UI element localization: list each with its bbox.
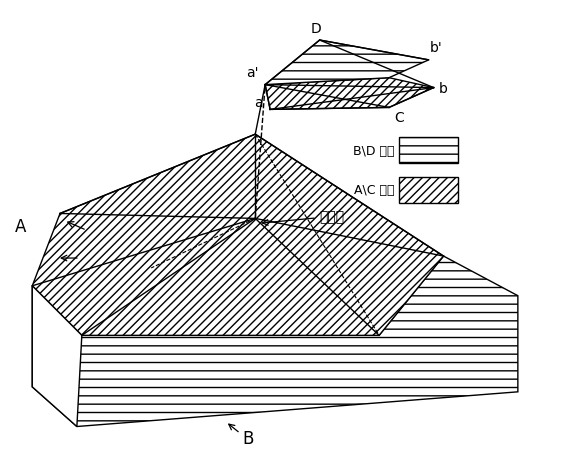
Polygon shape	[32, 257, 518, 427]
Text: b: b	[439, 82, 448, 95]
Text: B: B	[242, 429, 254, 447]
Text: C: C	[394, 111, 404, 125]
Text: A: A	[15, 218, 26, 236]
Polygon shape	[265, 78, 433, 110]
Text: b': b'	[430, 41, 443, 55]
Polygon shape	[399, 177, 458, 203]
Text: B\D 平面: B\D 平面	[354, 144, 395, 157]
Text: A\C 平面: A\C 平面	[354, 184, 395, 197]
Polygon shape	[32, 286, 82, 427]
Polygon shape	[32, 135, 444, 336]
Polygon shape	[265, 41, 429, 85]
Polygon shape	[399, 138, 458, 164]
Text: 三脚架: 三脚架	[262, 210, 345, 226]
Text: a: a	[254, 96, 263, 110]
Text: a': a'	[246, 65, 259, 79]
Text: D: D	[310, 22, 321, 36]
